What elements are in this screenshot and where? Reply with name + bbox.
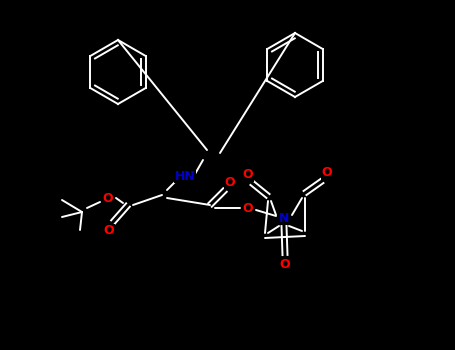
Text: O: O <box>103 191 113 204</box>
Text: HN: HN <box>175 169 195 182</box>
Text: O: O <box>225 176 235 189</box>
Text: O: O <box>280 259 290 272</box>
Text: O: O <box>243 168 253 182</box>
Text: N: N <box>279 211 289 224</box>
Text: O: O <box>322 167 332 180</box>
Text: O: O <box>104 224 114 238</box>
Text: O: O <box>243 202 253 215</box>
